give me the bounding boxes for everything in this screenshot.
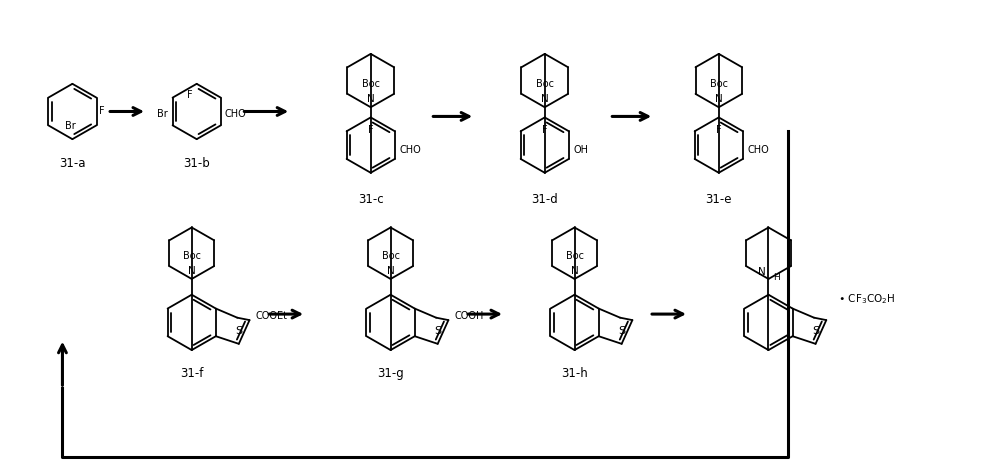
Text: S: S <box>236 326 243 336</box>
Text: Br: Br <box>65 121 76 131</box>
Text: N: N <box>571 266 579 276</box>
Text: 31-f: 31-f <box>180 367 204 380</box>
Text: N: N <box>757 267 765 277</box>
Text: Br: Br <box>157 109 168 119</box>
Text: N: N <box>387 266 394 276</box>
Text: 31-d: 31-d <box>531 192 558 206</box>
Text: F: F <box>368 125 373 135</box>
Text: F: F <box>100 106 105 116</box>
Text: F: F <box>187 90 193 100</box>
Text: N: N <box>715 94 723 104</box>
Text: CHO: CHO <box>225 109 247 119</box>
Text: N: N <box>367 94 374 104</box>
Text: Boc: Boc <box>536 80 554 90</box>
Text: H: H <box>773 273 780 282</box>
Text: Boc: Boc <box>566 251 584 261</box>
Text: 31-g: 31-g <box>377 367 404 380</box>
Text: 31-c: 31-c <box>358 192 383 206</box>
Text: CHO: CHO <box>748 145 769 155</box>
Text: F: F <box>716 125 722 135</box>
Text: N: N <box>541 94 549 104</box>
Text: 31-a: 31-a <box>59 157 86 170</box>
Text: N: N <box>188 266 196 276</box>
Text: S: S <box>812 326 819 336</box>
Text: COOH: COOH <box>454 311 484 321</box>
Text: 31-b: 31-b <box>184 157 210 170</box>
Text: Boc: Boc <box>710 80 728 90</box>
Text: S: S <box>434 326 442 336</box>
Text: Boc: Boc <box>381 251 399 261</box>
Text: OH: OH <box>574 145 589 155</box>
Text: Boc: Boc <box>361 80 379 90</box>
Text: F: F <box>542 125 548 135</box>
Text: 31-h: 31-h <box>561 367 588 380</box>
Text: S: S <box>619 326 626 336</box>
Text: COOEt: COOEt <box>255 311 287 321</box>
Text: CHO: CHO <box>400 145 421 155</box>
Text: 31-e: 31-e <box>706 192 732 206</box>
Text: $\bullet$ CF$_3$CO$_2$H: $\bullet$ CF$_3$CO$_2$H <box>838 292 895 306</box>
Text: Boc: Boc <box>183 251 201 261</box>
